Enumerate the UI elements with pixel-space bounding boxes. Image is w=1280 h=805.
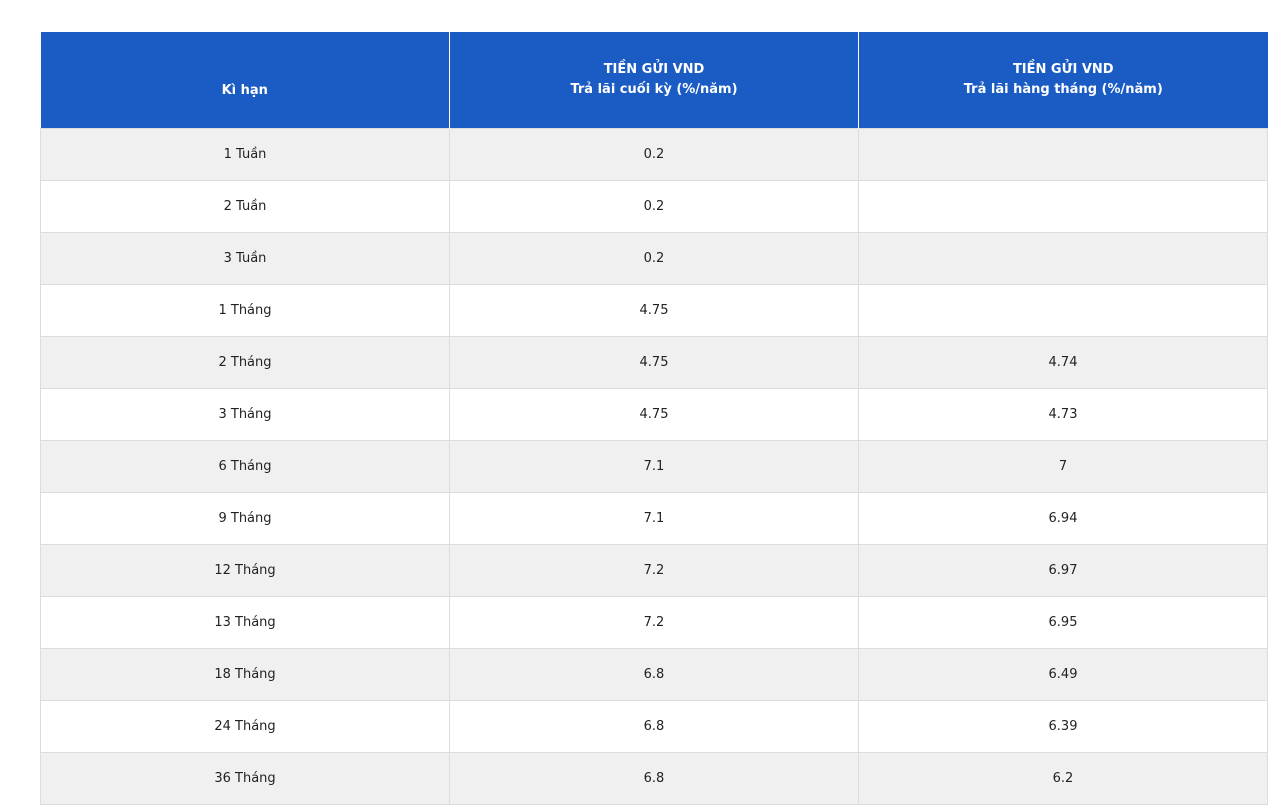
term-cell: 2 Tuần: [40, 180, 450, 233]
table-row: 6 Tháng 7.1 7: [40, 440, 1268, 493]
term-cell: 24 Tháng: [40, 700, 450, 753]
rate-cell: 7.1: [449, 492, 859, 545]
rate-cell: 0.2: [449, 180, 859, 233]
rate-cell: 6.94: [858, 492, 1268, 545]
rate-cell: 4.75: [449, 336, 859, 389]
rate-cell: 6.8: [449, 700, 859, 753]
header-row: Kì hạn TIỀN GỬI VND Trả lãi cuối kỳ (%/năm…: [40, 32, 1268, 129]
rate-cell: 6.8: [449, 752, 859, 805]
rate-table-wrap: Kì hạn TIỀN GỬI VND Trả lãi cuối kỳ (%/năm…: [40, 32, 1268, 805]
rate-cell: 6.95: [858, 596, 1268, 649]
rate-cell: 7.1: [449, 440, 859, 493]
table-row: 2 Tháng 4.75 4.74: [40, 336, 1268, 389]
rate-cell: 0.2: [449, 128, 859, 181]
term-cell: 3 Tuần: [40, 232, 450, 285]
term-cell: 1 Tuần: [40, 128, 450, 181]
rate-cell: 6.49: [858, 648, 1268, 701]
table-header: Kì hạn TIỀN GỬI VND Trả lãi cuối kỳ (%/năm…: [40, 32, 1268, 129]
rate-cell: 4.73: [858, 388, 1268, 441]
table-row: 36 Tháng 6.8 6.2: [40, 752, 1268, 805]
table-row: 18 Tháng 6.8 6.49: [40, 648, 1268, 701]
term-cell: 13 Tháng: [40, 596, 450, 649]
table-row: 3 Tháng 4.75 4.73: [40, 388, 1268, 441]
rate-cell: 6.39: [858, 700, 1268, 753]
rate-cell: 6.2: [858, 752, 1268, 805]
term-cell: 36 Tháng: [40, 752, 450, 805]
rate-cell: 4.74: [858, 336, 1268, 389]
header-subtitle: Trả lãi hàng tháng (%/năm): [963, 82, 1163, 97]
header-cell: TIỀN GỬI VND Trả lãi cuối kỳ (%/năm): [449, 32, 859, 129]
empty-cell: [858, 232, 1268, 285]
table-row: 12 Tháng 7.2 6.97: [40, 544, 1268, 597]
rate-cell: 4.75: [449, 388, 859, 441]
table-body: 1 Tuần 0.2 2 Tuần 0.2 3 Tuần 0.2 1 Tháng 4.75 2 …: [40, 128, 1268, 805]
empty-cell: [858, 180, 1268, 233]
term-cell: 2 Tháng: [40, 336, 450, 389]
table-row: 9 Tháng 7.1 6.94: [40, 492, 1268, 545]
rate-cell: 0.2: [449, 232, 859, 285]
rate-cell: 6.8: [449, 648, 859, 701]
term-cell: 12 Tháng: [40, 544, 450, 597]
rate-cell: 7: [858, 440, 1268, 493]
term-cell: 1 Tháng: [40, 284, 450, 337]
rate-cell: 4.75: [449, 284, 859, 337]
header-title: TIỀN GỬI VND: [603, 62, 705, 77]
header-title: TIỀN GỬI VND: [1012, 62, 1114, 77]
header-subtitle: Trả lãi cuối kỳ (%/năm): [570, 82, 738, 97]
rate-cell: 6.97: [858, 544, 1268, 597]
term-cell: 3 Tháng: [40, 388, 450, 441]
table-row: 1 Tuần 0.2: [40, 128, 1268, 181]
header-cell: TIỀN GỬI VND Trả lãi hàng tháng (%/năm): [858, 32, 1268, 129]
table-row: 24 Tháng 6.8 6.39: [40, 700, 1268, 753]
table-row: 3 Tuần 0.2: [40, 232, 1268, 285]
table-row: 13 Tháng 7.2 6.95: [40, 596, 1268, 649]
term-cell: 9 Tháng: [40, 492, 450, 545]
table-row: 2 Tuần 0.2: [40, 180, 1268, 233]
empty-cell: [858, 128, 1268, 181]
header-title: Kì hạn: [221, 83, 268, 98]
empty-cell: [858, 284, 1268, 337]
rate-table: Kì hạn TIỀN GỬI VND Trả lãi cuối kỳ (%/năm…: [40, 32, 1268, 805]
term-cell: 18 Tháng: [40, 648, 450, 701]
rate-cell: 7.2: [449, 596, 859, 649]
rate-cell: 7.2: [449, 544, 859, 597]
table-row: 1 Tháng 4.75: [40, 284, 1268, 337]
header-cell: Kì hạn: [40, 32, 450, 129]
term-cell: 6 Tháng: [40, 440, 450, 493]
